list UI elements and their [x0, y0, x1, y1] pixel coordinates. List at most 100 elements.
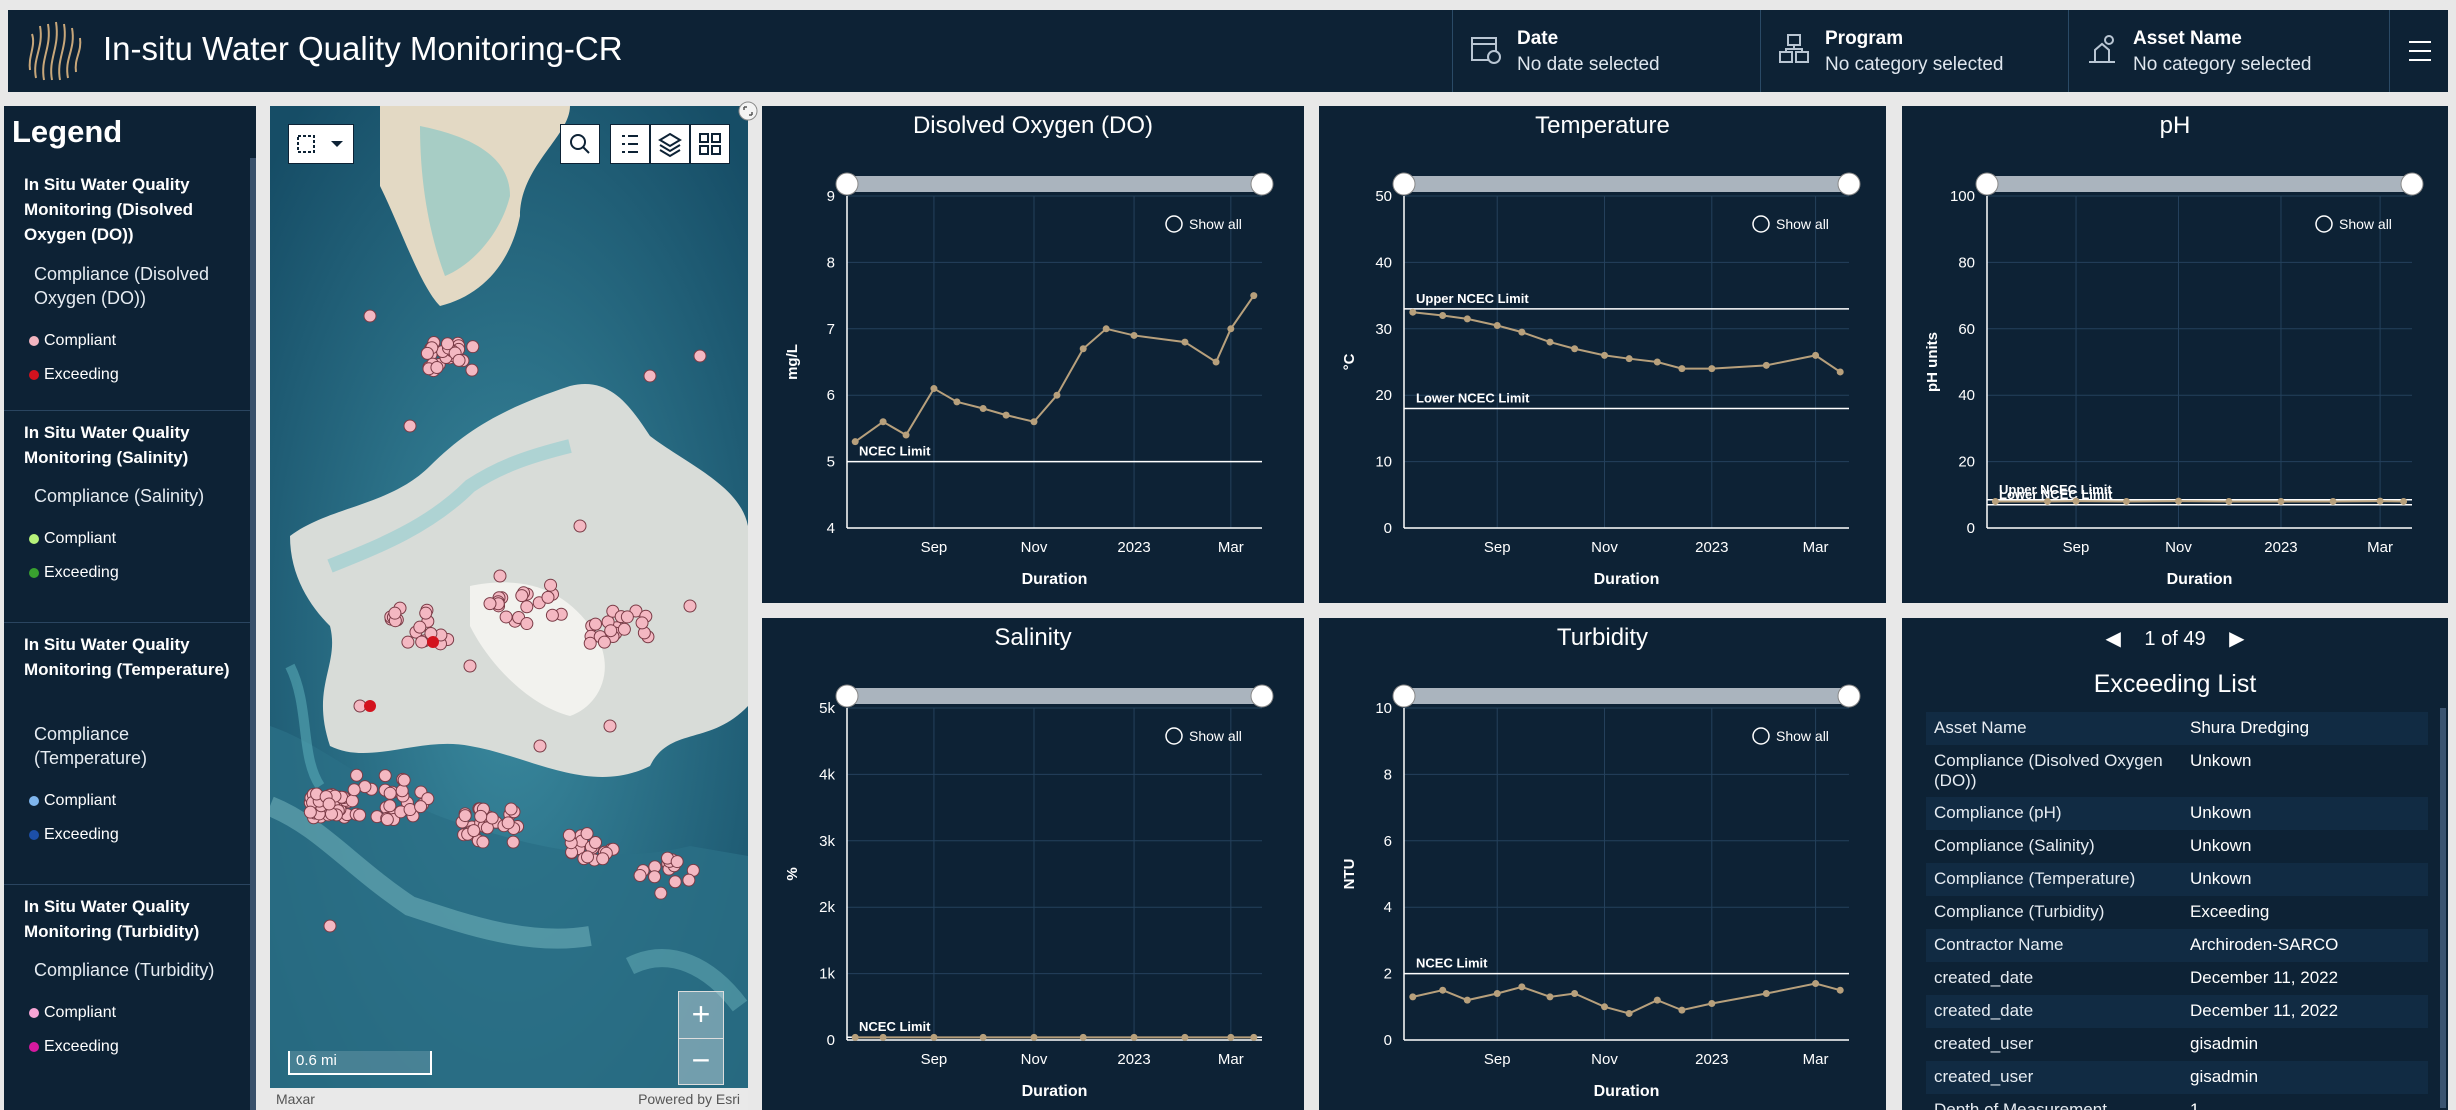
map-point[interactable] — [620, 610, 634, 624]
map-point[interactable] — [358, 780, 372, 794]
map-point[interactable] — [414, 800, 428, 814]
next-page-icon[interactable]: ▶ — [2229, 628, 2245, 650]
show-all-button[interactable]: Show all — [2339, 216, 2392, 232]
map-point[interactable] — [544, 578, 558, 592]
map-point[interactable] — [378, 769, 392, 783]
chart-do[interactable]: 4 5 6 7 8 9 Sep Nov 2023 Mar Duration mg/L Show all N… — [762, 106, 1304, 603]
map-point[interactable] — [499, 610, 513, 624]
map-point[interactable] — [353, 808, 367, 822]
map-point[interactable] — [589, 836, 603, 850]
map-point-exceeding[interactable] — [427, 636, 439, 648]
chart-salinity[interactable]: 0 1k 2k 3k 4k 5k Sep Nov 2023 Mar Duration% Show al… — [762, 618, 1304, 1110]
map-point[interactable] — [533, 739, 547, 753]
legend-scrollbar[interactable] — [250, 158, 256, 1110]
map-point[interactable] — [419, 606, 433, 620]
program-selector[interactable]: Program No category selected — [1760, 10, 2069, 92]
map-point[interactable] — [322, 797, 336, 811]
map-point[interactable] — [654, 886, 668, 900]
map-point[interactable] — [643, 369, 657, 383]
map-point[interactable] — [383, 786, 397, 800]
map-point[interactable] — [580, 850, 594, 864]
map-point[interactable] — [347, 783, 361, 797]
map-point[interactable] — [350, 768, 364, 782]
map-point[interactable] — [501, 816, 515, 830]
map-point[interactable] — [383, 799, 397, 813]
map-point-exceeding[interactable] — [364, 700, 376, 712]
map-point[interactable] — [415, 635, 429, 649]
map-point[interactable] — [345, 794, 359, 808]
map-point[interactable] — [421, 792, 435, 806]
map-point[interactable] — [545, 608, 559, 622]
map-point[interactable] — [693, 349, 707, 363]
show-all-button[interactable]: Show all — [1189, 728, 1242, 744]
map-point[interactable] — [573, 519, 587, 533]
map-point[interactable] — [504, 802, 518, 816]
map-point[interactable] — [580, 827, 594, 841]
map-point[interactable] — [520, 617, 534, 631]
map-point[interactable] — [452, 353, 466, 367]
map-point[interactable] — [583, 636, 597, 650]
asset-name-selector[interactable]: Asset Name No category selected — [2068, 10, 2391, 92]
map-point[interactable] — [682, 873, 696, 887]
map-point[interactable] — [668, 875, 682, 889]
map-point[interactable] — [430, 361, 444, 375]
map-point[interactable] — [635, 616, 649, 630]
map-point[interactable] — [388, 606, 402, 620]
show-all-button[interactable]: Show all — [1776, 728, 1829, 744]
chart-ph[interactable]: 0 20 40 60 80 100 Sep Nov 2023 Mar Duration pH unit… — [1902, 106, 2448, 603]
show-all-button[interactable]: Show all — [1189, 216, 1242, 232]
zoom-out-button[interactable]: − — [679, 1038, 723, 1085]
map-point[interactable] — [604, 624, 618, 638]
map-point[interactable] — [603, 719, 617, 733]
layers-button[interactable] — [650, 124, 690, 164]
map-point[interactable] — [303, 805, 317, 819]
map-point[interactable] — [397, 773, 411, 787]
zoom-in-button[interactable]: + — [691, 996, 711, 1032]
show-all-button[interactable]: Show all — [1776, 216, 1829, 232]
map-point[interactable] — [483, 597, 497, 611]
map-point[interactable] — [323, 919, 337, 933]
map-point[interactable] — [506, 835, 520, 849]
map-point[interactable] — [413, 620, 427, 634]
prev-page-icon[interactable]: ◀ — [2105, 628, 2121, 650]
map-point[interactable] — [588, 617, 602, 631]
map-point[interactable] — [465, 363, 479, 377]
map-point[interactable] — [596, 852, 610, 866]
map-point[interactable] — [648, 870, 662, 884]
map-point[interactable] — [441, 337, 455, 351]
date-selector[interactable]: Date No date selected — [1452, 10, 1761, 92]
map-point[interactable] — [363, 309, 377, 323]
map-point[interactable] — [670, 855, 684, 869]
map-point[interactable] — [683, 599, 697, 613]
map-point[interactable] — [466, 340, 480, 354]
map-point[interactable] — [493, 569, 507, 583]
map-point[interactable] — [617, 622, 631, 636]
basemap-gallery-button[interactable] — [690, 124, 730, 164]
map-point[interactable] — [458, 809, 472, 823]
map-point[interactable] — [403, 419, 417, 433]
legend-button[interactable] — [610, 124, 650, 164]
map-point[interactable] — [395, 784, 409, 798]
map-point[interactable] — [401, 635, 415, 649]
search-button[interactable] — [560, 124, 600, 164]
map-view[interactable]: + − 0.6 mi Maxar Powered by Esri — [270, 106, 748, 1110]
chart-turbidity[interactable]: 0 2 4 6 8 10 Sep Nov 2023 Mar Duration NTU Show all N… — [1319, 618, 1886, 1110]
basemap-selector[interactable] — [288, 124, 354, 164]
map-point[interactable] — [380, 813, 394, 827]
map-point[interactable] — [597, 635, 611, 649]
map-point[interactable] — [520, 600, 534, 614]
expand-icon[interactable] — [737, 100, 759, 122]
map-point[interactable] — [515, 589, 529, 603]
map-point[interactable] — [633, 869, 647, 883]
exceeding-scrollbar[interactable] — [2440, 708, 2446, 1108]
map-point[interactable] — [474, 809, 488, 823]
map-point[interactable] — [420, 346, 434, 360]
menu-button[interactable] — [2389, 10, 2448, 92]
attribution-powered-by[interactable]: Powered by Esri — [638, 1091, 740, 1107]
map-point[interactable] — [467, 824, 481, 838]
map-point[interactable] — [485, 811, 499, 825]
chart-temperature[interactable]: 0 10 20 30 40 50 Sep Nov 2023 Mar Duration °C Show a… — [1319, 106, 1886, 603]
map-point[interactable] — [476, 835, 490, 849]
map-point[interactable] — [541, 590, 555, 604]
map-point[interactable] — [562, 828, 576, 842]
